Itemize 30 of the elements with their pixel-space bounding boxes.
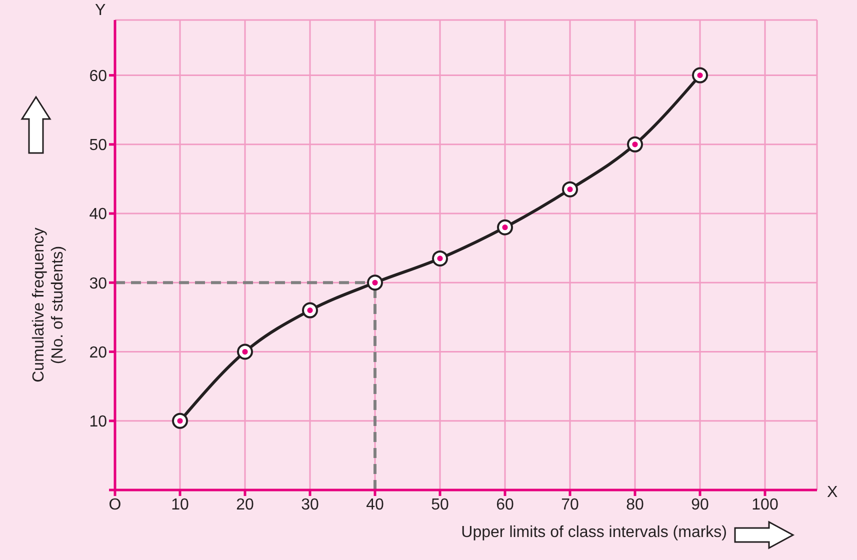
point [367, 274, 383, 291]
y-tick-label: 20 [89, 344, 108, 362]
x-tick-label: 70 [561, 496, 579, 514]
point [692, 67, 708, 84]
x-tick-label: 20 [236, 496, 254, 514]
point [237, 344, 253, 360]
point [497, 219, 513, 236]
point [302, 302, 318, 318]
point [627, 136, 643, 152]
y-axis-title: Cumulative frequency (No. of students) [29, 228, 67, 382]
y-tick-label: 50 [89, 137, 108, 154]
text: Y [95, 2, 106, 20]
y-tick-label: 10 [89, 414, 108, 431]
text: X [827, 484, 838, 502]
point [432, 250, 448, 266]
y-tick-label: 30 [89, 275, 108, 292]
x-tick-label: 90 [691, 496, 709, 514]
x-axis-title: Upper limits of class intervals (marks) [460, 524, 727, 542]
y-tick-label: 40 [89, 206, 108, 224]
point [562, 181, 578, 198]
x-tick-label: 100 [752, 496, 778, 514]
y-tick-label: 60 [89, 68, 108, 85]
x-tick-label: 60 [496, 496, 514, 514]
x-tick-label: 30 [301, 496, 319, 514]
x-tick-label: 50 [431, 496, 449, 514]
x-tick-label: 40 [366, 496, 384, 514]
x-tick-label: 10 [171, 496, 189, 514]
point [172, 412, 188, 429]
x-tick-label: 80 [626, 496, 644, 514]
x-tick-label: O [108, 496, 122, 514]
